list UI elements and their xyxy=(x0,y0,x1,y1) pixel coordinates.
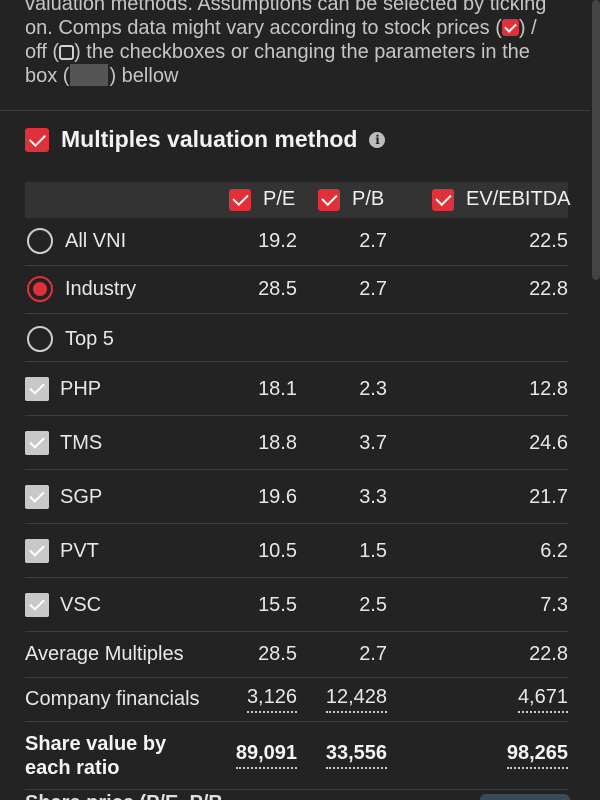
checkbox-vsc[interactable] xyxy=(25,593,49,617)
company-row-tms: TMS 18.8 3.7 24.6 xyxy=(25,416,568,470)
benchmark-row-industry[interactable]: Industry 28.5 2.7 22.8 xyxy=(25,266,568,314)
checked-example-icon xyxy=(501,19,519,36)
unchecked-example-icon xyxy=(59,45,75,60)
financials-pb-input[interactable]: 12,428 xyxy=(325,686,387,713)
section-checkbox[interactable] xyxy=(25,127,49,152)
column-header-ev-ebitda: EV/EBITDA xyxy=(432,188,570,211)
financials-pe-input[interactable]: 3,126 xyxy=(246,686,297,713)
average-multiples-row: Average Multiples 28.5 2.7 22.8 xyxy=(25,632,568,678)
company-row-sgp: SGP 19.6 3.3 21.7 xyxy=(25,470,568,524)
intro-line-3: off () the checkboxes or changing the pa… xyxy=(25,41,530,63)
benchmark-row-all-vni[interactable]: All VNI 19.2 2.7 22.5 xyxy=(25,218,568,266)
pe-checkbox[interactable] xyxy=(229,188,251,211)
table-header: P/E P/B EV/EBITDA xyxy=(25,182,570,218)
company-row-php: PHP 18.1 2.3 12.8 xyxy=(25,362,568,416)
financials-ev-input[interactable]: 4,671 xyxy=(517,686,568,713)
share-value-pb: 33,556 xyxy=(325,742,387,769)
checkbox-tms[interactable] xyxy=(25,431,49,455)
info-icon[interactable]: i xyxy=(369,131,386,148)
share-value-pe: 89,091 xyxy=(235,742,297,769)
scrollbar[interactable] xyxy=(592,0,600,280)
intro-text: valuation methods. Assumptions can be se… xyxy=(25,0,570,88)
divider xyxy=(0,110,590,111)
bottom-input[interactable] xyxy=(480,794,570,800)
section-header: Multiples valuation method i xyxy=(25,126,386,153)
radio-industry[interactable] xyxy=(27,276,53,302)
company-row-pvt: PVT 10.5 1.5 6.2 xyxy=(25,524,568,578)
company-financials-row: Company financials 3,126 12,428 4,671 xyxy=(25,678,568,722)
benchmark-row-top-5[interactable]: Top 5 xyxy=(25,314,568,362)
pb-checkbox[interactable] xyxy=(318,188,340,211)
intro-line-2: on. Comps data might vary according to s… xyxy=(25,17,537,39)
multiples-table: P/E P/B EV/EBITDA All VNI 19.2 2.7 22.5 … xyxy=(25,182,570,790)
intro-line-4: box () bellow xyxy=(25,64,179,87)
company-row-vsc: VSC 15.5 2.5 7.3 xyxy=(25,578,568,632)
radio-top-5[interactable] xyxy=(27,326,53,352)
share-value-row: Share value by each ratio 89,091 33,556 … xyxy=(25,722,568,790)
intro-line-1: valuation methods. Assumptions can be se… xyxy=(25,0,547,15)
column-header-pb: P/B xyxy=(318,188,384,211)
column-header-pe: P/E xyxy=(229,188,295,211)
share-value-label: Share value by each ratio xyxy=(25,733,167,779)
ev-ebitda-checkbox[interactable] xyxy=(432,188,454,211)
checkbox-sgp[interactable] xyxy=(25,485,49,509)
bottom-label: Share price (P/E, P/B... xyxy=(25,792,240,800)
checkbox-pvt[interactable] xyxy=(25,539,49,563)
input-box-example-icon xyxy=(70,64,109,86)
share-value-ev: 98,265 xyxy=(506,742,568,769)
checkbox-php[interactable] xyxy=(25,377,49,401)
section-title: Multiples valuation method xyxy=(61,126,358,152)
radio-all-vni[interactable] xyxy=(27,228,53,254)
